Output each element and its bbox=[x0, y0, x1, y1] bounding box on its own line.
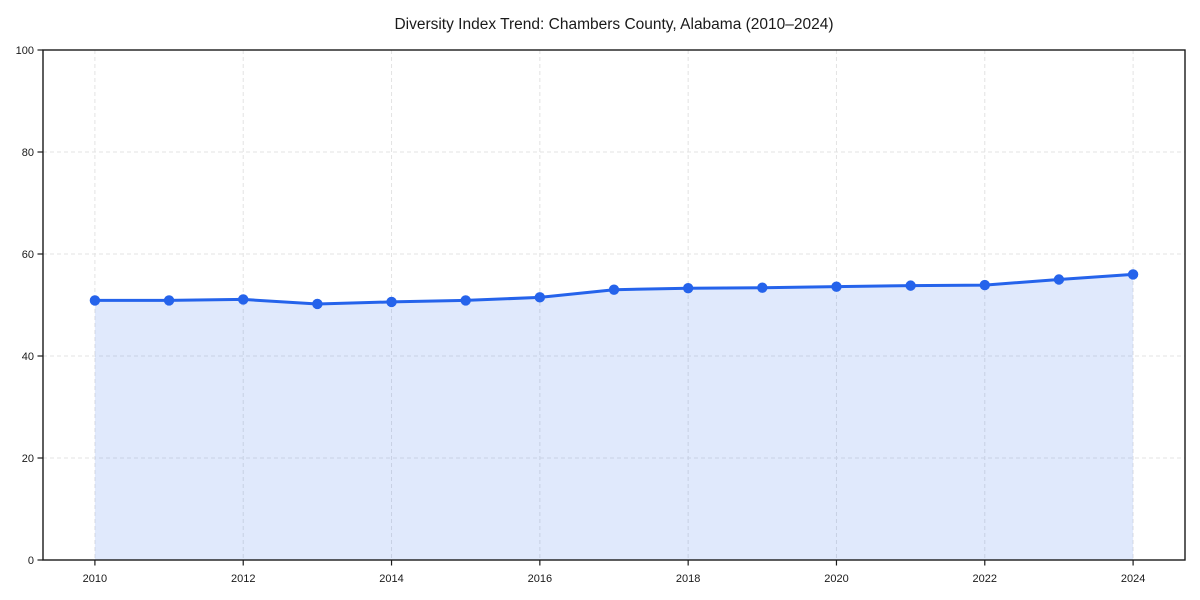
y-tick-label: 100 bbox=[16, 45, 34, 57]
x-axis: 2010 2012 2014 2016 2018 2020 2022 2024 bbox=[83, 560, 1145, 585]
x-tick-label: 2022 bbox=[973, 573, 997, 585]
chart-title: Diversity Index Trend: Chambers County, … bbox=[394, 16, 833, 33]
data-point bbox=[608, 284, 620, 295]
data-point bbox=[386, 296, 397, 308]
y-tick-label: 20 bbox=[22, 453, 34, 465]
y-tick-label: 80 bbox=[22, 147, 34, 159]
data-point bbox=[979, 279, 990, 291]
data-point bbox=[312, 298, 323, 310]
y-axis: 0 20 40 60 80 100 bbox=[16, 45, 43, 567]
data-point bbox=[89, 295, 101, 306]
data-point bbox=[905, 280, 916, 291]
plot-border bbox=[42, 49, 1186, 561]
x-tick-label: 2010 bbox=[83, 573, 107, 585]
data-point bbox=[460, 295, 471, 306]
x-tick-label: 2012 bbox=[231, 573, 255, 585]
y-tick-label: 60 bbox=[22, 249, 34, 261]
data-point bbox=[1053, 274, 1065, 285]
x-tick-label: 2014 bbox=[379, 573, 403, 585]
x-tick-label: 2018 bbox=[676, 573, 700, 585]
data-point bbox=[682, 282, 694, 294]
area-fill bbox=[94, 274, 1134, 560]
data-point bbox=[238, 294, 249, 305]
data-point bbox=[534, 292, 546, 303]
data-points-layer bbox=[89, 269, 1139, 310]
data-point bbox=[831, 281, 842, 292]
area-fill-layer bbox=[94, 274, 1134, 560]
data-point bbox=[1127, 269, 1139, 280]
data-point bbox=[163, 295, 175, 306]
y-tick-label: 0 bbox=[28, 555, 34, 567]
data-point bbox=[757, 282, 768, 293]
x-tick-label: 2016 bbox=[528, 573, 552, 585]
x-tick-label: 2024 bbox=[1121, 573, 1145, 585]
y-tick-label: 40 bbox=[22, 351, 34, 363]
x-tick-label: 2020 bbox=[824, 573, 848, 585]
